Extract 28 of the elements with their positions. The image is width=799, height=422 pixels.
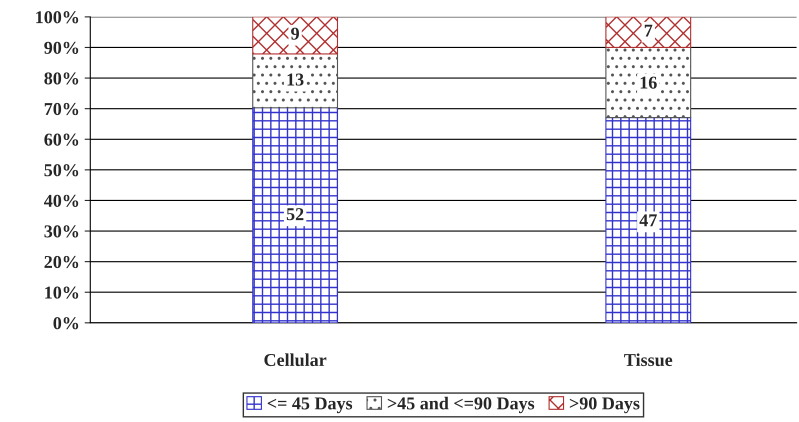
legend-label: <= 45 Days [268, 397, 352, 414]
bar [252, 53, 338, 108]
y-tick-label: 20% [44, 256, 78, 268]
legend-label: >90 Days [570, 397, 640, 414]
y-tick-label: 60% [44, 134, 78, 146]
y-tick-label: 100% [36, 11, 78, 24]
legend-label: >45 and <=90 Days [388, 396, 534, 414]
y-tick-label: 30% [44, 225, 78, 238]
bar [252, 107, 338, 323]
bar [605, 16, 692, 48]
bar [605, 116, 692, 323]
bar [605, 46, 692, 118]
annotation: 13 [288, 74, 304, 86]
y-tick-label: 90% [44, 42, 78, 54]
y-tick-label: 10% [45, 286, 78, 299]
y-tick-label: 80% [44, 72, 78, 85]
y-tick-label: 40% [44, 194, 78, 207]
annotation: 47 [639, 214, 657, 226]
x-tick-label: Tissue [624, 353, 672, 366]
annotation: 52 [286, 208, 304, 220]
annotation: 9 [291, 28, 299, 40]
y-tick-label: 70% [44, 102, 78, 116]
annotation: 16 [640, 76, 657, 89]
bar [252, 16, 338, 54]
x-tick-label: Cellular [264, 353, 326, 366]
y-tick-label: 0% [53, 317, 78, 330]
annotation: 7 [644, 24, 652, 37]
y-tick-label: 50% [44, 164, 78, 176]
